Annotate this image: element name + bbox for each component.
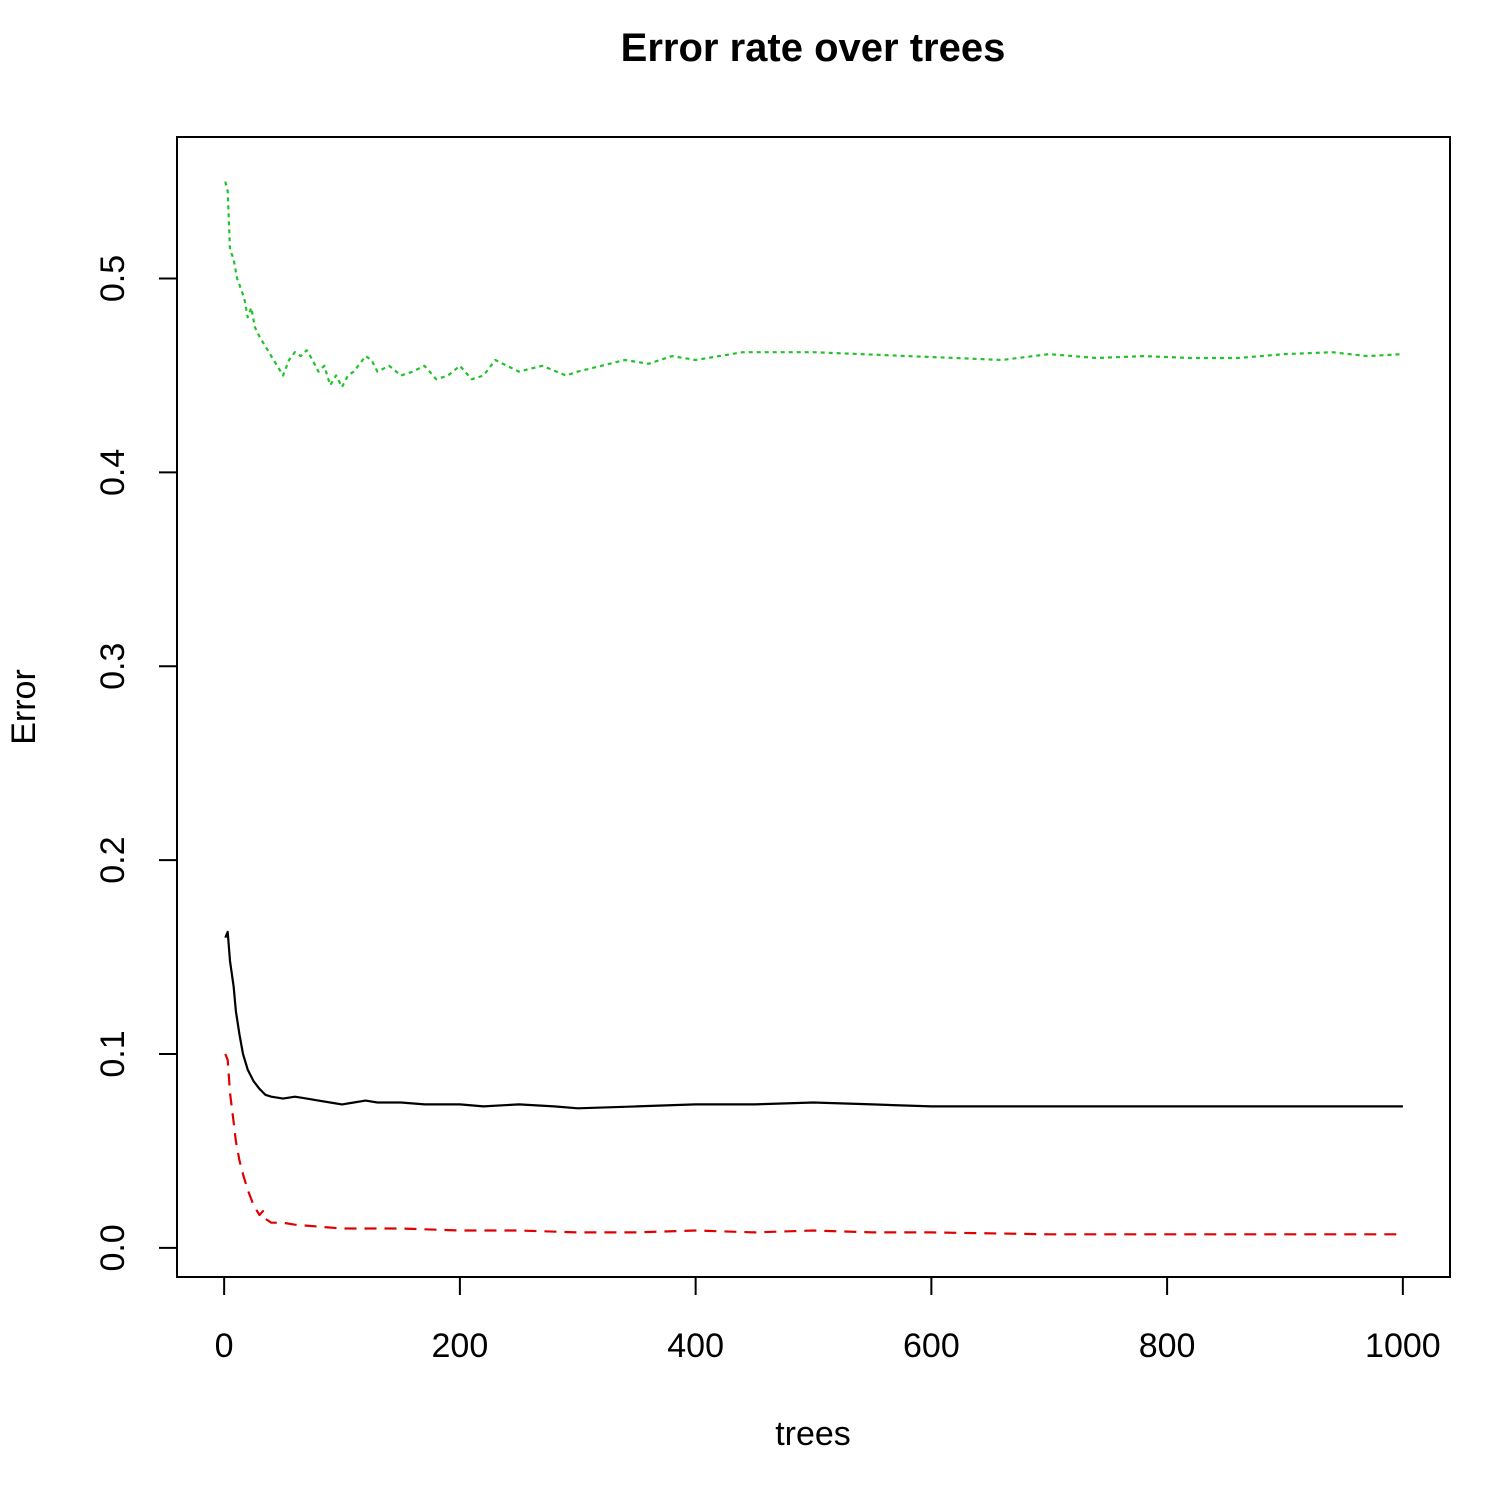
series-line-1 [224,930,1403,1110]
x-axis-label: trees [775,1415,851,1453]
x-tick-label: 600 [903,1327,960,1365]
y-tick-label: 0.1 [94,1030,132,1077]
x-tick-label: 1000 [1365,1327,1441,1365]
y-tick-label: 0.3 [94,643,132,690]
x-tick-label: 200 [432,1327,489,1365]
x-tick-label: 0 [215,1327,234,1365]
x-axis: 0 200 400 600 800 1000 [215,1276,1441,1365]
y-tick-label: 0.0 [94,1224,132,1271]
y-axis: 0.0 0.1 0.2 0.3 0.4 0.5 [94,255,178,1272]
series-layer [224,181,1403,1236]
series-line-3 [224,181,1403,389]
y-axis-label: Error [5,669,43,745]
y-tick-label: 0.4 [94,449,132,496]
x-tick-label: 400 [667,1327,724,1365]
chart-title: Error rate over trees [621,26,1006,70]
y-tick-label: 0.2 [94,837,132,884]
y-tick-label: 0.5 [94,255,132,302]
series-line-2 [224,1053,1403,1236]
x-tick-label: 800 [1139,1327,1196,1365]
